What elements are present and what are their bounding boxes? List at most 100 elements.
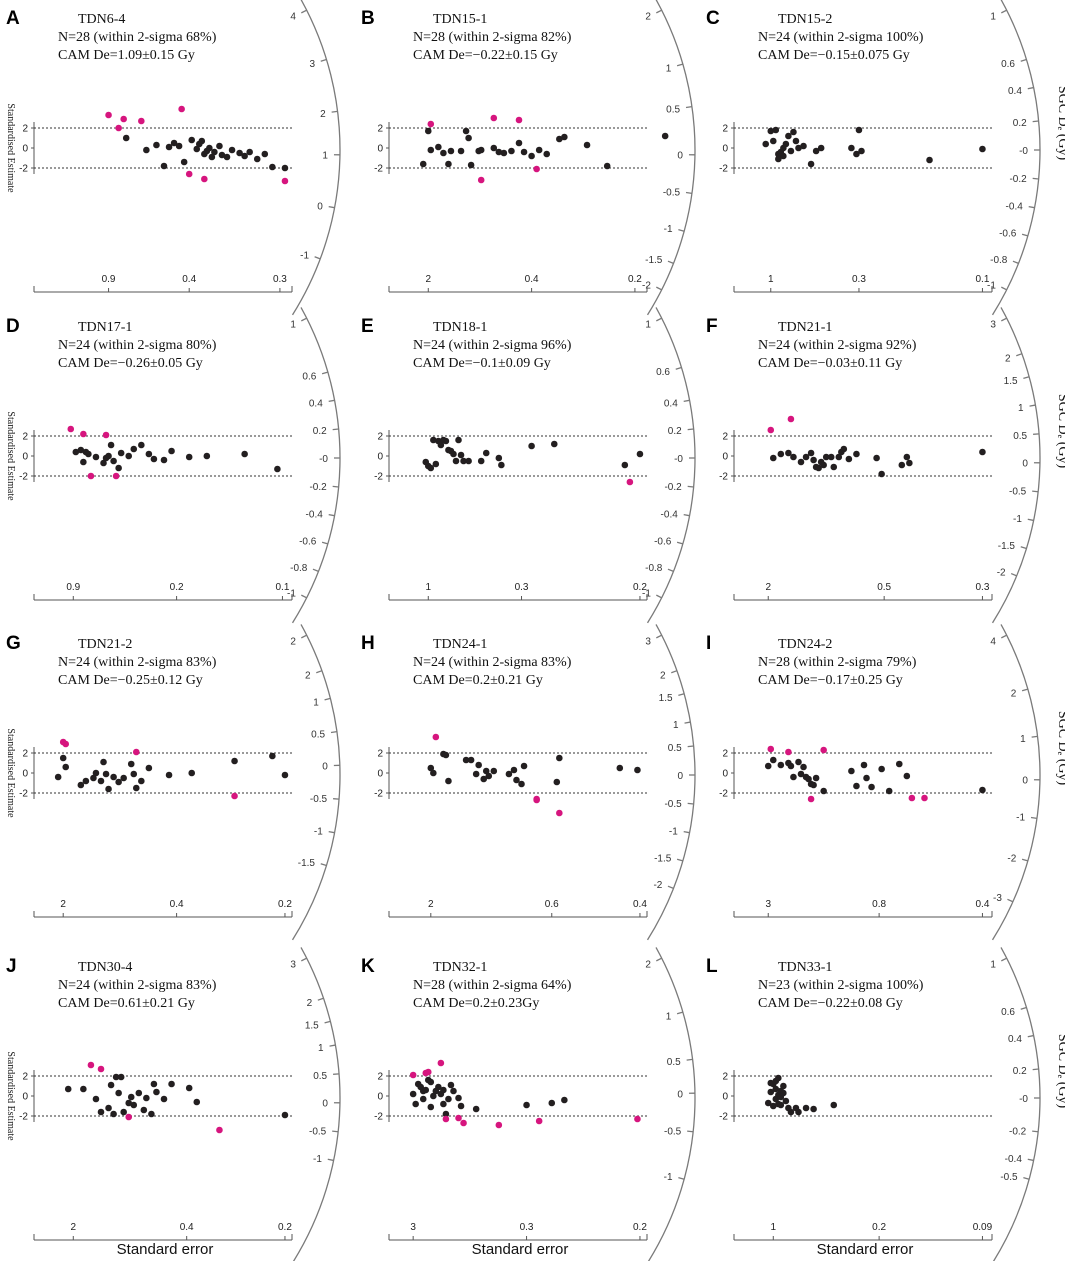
data-point [150,1080,158,1088]
data-point [556,135,563,143]
data-point [427,464,435,472]
arc-tick-label: 1 [313,697,319,708]
outlier-point [281,177,289,185]
data-point [105,452,112,460]
arc-tick-label: 1 [645,320,651,331]
data-point [795,1108,802,1116]
x-tick-label: 0.4 [182,274,196,285]
data-point [790,773,797,781]
arc-tick-mark [656,634,662,639]
cam-text: CAM De=−0.26±0.05 Gy [58,356,203,371]
data-point [440,1100,447,1108]
data-point [130,445,138,453]
data-point [452,457,460,465]
x-tick-label: 3 [765,899,771,910]
data-point [780,152,787,160]
y-tick-label: 2 [377,749,383,760]
sample-id: TDN32-1 [433,960,487,975]
data-point [115,1089,122,1097]
cam-text: CAM De=−0.1±0.09 Gy [413,356,551,371]
x-tick-label: 0.3 [515,582,529,593]
data-point [903,453,911,461]
arc-tick-label: 0.4 [1008,86,1022,97]
x-tick-label: 1 [425,582,431,593]
arc-tick-mark [676,858,684,862]
outlier-point [908,794,916,802]
data-point [110,457,117,465]
data-point [898,461,906,469]
arc-tick-label: 1 [322,151,328,162]
data-point [120,1108,127,1116]
cam-text: CAM De=0.2±0.23Gy [413,996,539,1011]
arc-tick-label: 1 [673,720,679,731]
data-point [115,464,122,472]
arc-tick-mark [1021,688,1029,692]
arc-tick-label: -1.5 [998,541,1016,552]
arc-tick-label: -0.8 [990,255,1008,266]
y-tick-label: 2 [377,1072,383,1083]
data-point [97,1108,105,1116]
outlier-point [105,111,112,119]
n-text: N=28 (within 2-sigma 82%) [413,30,572,45]
arc-tick-label: -0.5 [1009,486,1027,497]
data-point [130,1101,138,1109]
data-point [107,441,115,449]
sample-id: TDN18-1 [433,320,487,335]
data-point [435,1083,442,1091]
x-tick-label: 0.2 [628,274,642,285]
data-point [769,1102,777,1110]
outlier-point [120,115,127,123]
arc-tick-mark [678,229,685,232]
x-tick-label: 3 [410,1222,416,1233]
arc-tick-mark [667,568,674,572]
outlier-point [634,1115,641,1123]
radial-arc [992,947,1041,1261]
data-point [125,1099,133,1107]
data-point [211,148,218,156]
x-tick-label: 0.4 [170,899,184,910]
outlier-point [807,795,815,803]
arc-tick-mark [1001,634,1007,639]
data-point [90,774,97,782]
panel-letter: G [6,633,21,654]
panel-letter: F [706,316,718,337]
outlier-point [125,1113,133,1121]
arc-tick-mark [1023,376,1030,379]
arc-tick-label: 1 [318,1043,324,1054]
outlier-point [477,176,485,184]
arc-tick-mark [320,863,327,867]
data-point [185,453,193,461]
panel-letter: J [6,956,17,977]
data-point [175,142,183,150]
arc-tick-mark [1001,317,1007,322]
data-point [795,758,802,766]
y-tick-label: 0 [377,452,383,463]
arc-tick-label: 0 [677,1089,683,1100]
arc-tick-mark [678,1177,685,1180]
arc-tick-mark [678,693,685,696]
y-axis-title: Standardised Estimate [5,411,16,501]
arc-tick-mark [1028,205,1035,209]
data-point [143,146,150,154]
arc-tick-label: 0.2 [668,426,682,437]
arc-tick-mark [1020,1006,1027,1010]
x-tick-label: 0.1 [975,274,989,285]
arc-tick-mark [332,428,339,431]
data-point [840,445,848,453]
arc-tick-label: -0.4 [661,509,679,520]
arc-tick-mark [685,105,693,109]
data-point [853,782,860,790]
x-tick-label: 0.3 [852,274,866,285]
arc-tick-label: 1 [1020,734,1026,745]
data-point [787,762,795,770]
arc-tick-mark [330,730,338,734]
data-point [85,450,92,458]
data-point [145,450,153,458]
radial-arc [646,307,696,624]
data-point [188,769,196,777]
arc-tick-mark [332,485,339,488]
arc-tick-mark [1016,353,1023,357]
cam-text: CAM De=0.2±0.21 Gy [413,673,543,688]
cam-text: CAM De=0.61±0.21 Gy [58,996,195,1011]
